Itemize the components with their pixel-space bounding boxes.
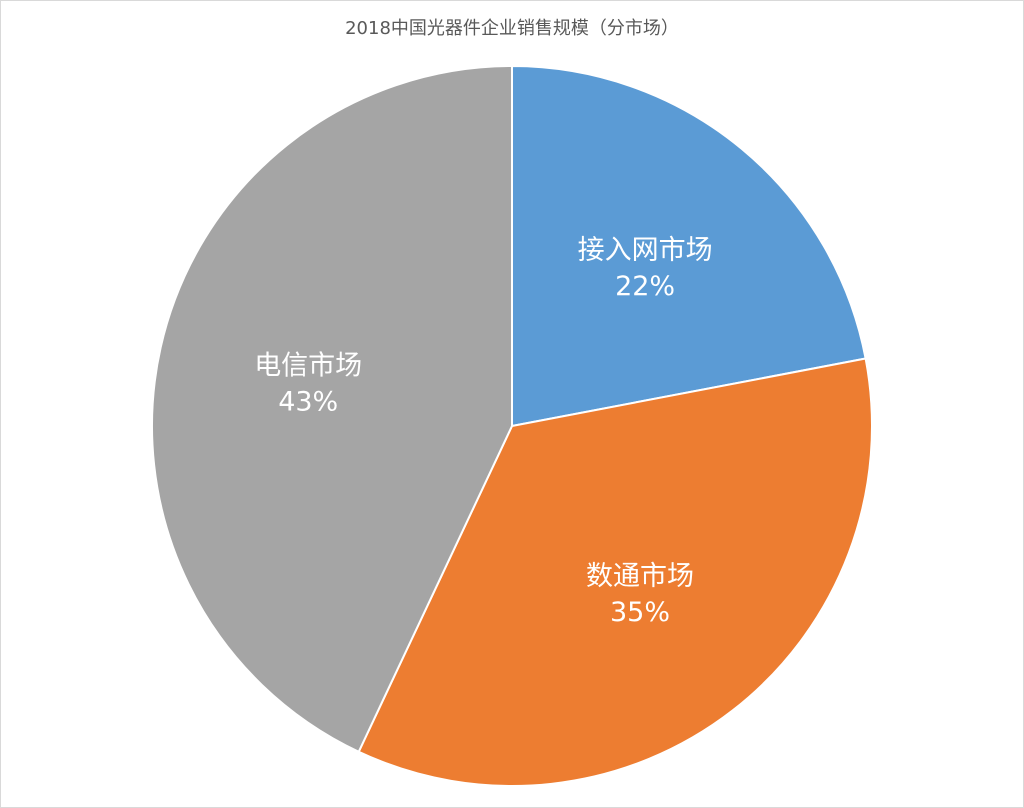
slice-label-1: 数通市场 [586,561,694,592]
pie-labels: 接入网市场 22% 数通市场 35% 电信市场 43% [254,235,712,628]
pie-slice-2 [150,64,513,754]
pie-slices [150,64,873,787]
slice-label-0: 接入网市场 [578,235,713,266]
slice-value-label-2: 43% [278,387,338,418]
slice-value-label-1: 35% [610,597,670,628]
chart-title: 2018中国光器件企业销售规模（分市场） [345,18,679,39]
pie-slice-0 [511,64,867,428]
pie-slice-1 [357,357,873,787]
slice-label-2: 电信市场 [254,351,362,382]
slice-value-label-0: 22% [615,271,675,302]
